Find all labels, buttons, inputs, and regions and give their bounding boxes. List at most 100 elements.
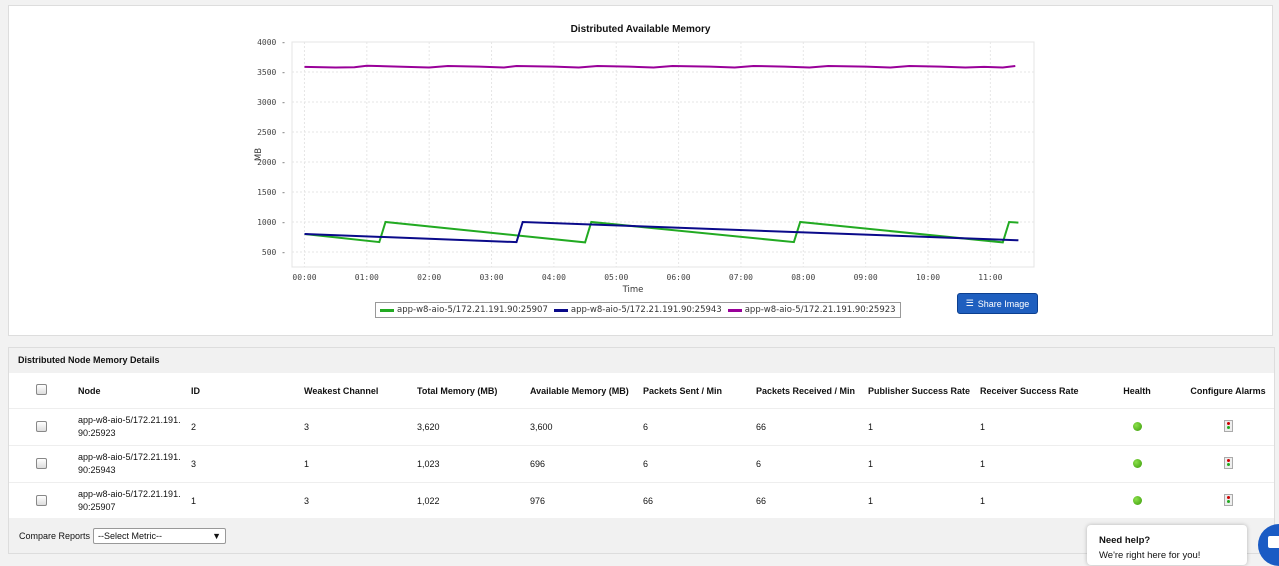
legend-label: app-w8-aio-5/172.21.191.90:25923 <box>744 305 896 315</box>
legend-label: app-w8-aio-5/172.21.191.90:25943 <box>570 305 722 315</box>
table-header-row: Node ID Weakest Channel Total Memory (MB… <box>9 373 1274 409</box>
y-tick-label: 2000 - <box>257 158 286 167</box>
y-tick-label: 500 - <box>262 248 286 257</box>
share-image-label: Share Image <box>977 298 1030 309</box>
y-tick-label: 1500 - <box>257 188 286 197</box>
legend-swatch <box>727 308 742 312</box>
x-tick-label: 10:00 <box>916 273 940 282</box>
row-checkbox[interactable] <box>36 457 47 469</box>
cell-recv: 1 <box>980 445 1092 483</box>
node-memory-panel: Distributed Node Memory Details Node ID … <box>8 347 1275 554</box>
cell-total: 1,023 <box>417 445 530 483</box>
configure-alarm-icon[interactable] <box>1223 494 1233 506</box>
chart-title: Distributed Available Memory <box>570 24 711 35</box>
column-header[interactable]: Available Memory (MB) <box>530 373 643 409</box>
cell-available: 976 <box>530 482 643 520</box>
cell-received: 66 <box>756 482 868 520</box>
health-status-icon <box>1132 421 1142 431</box>
table-row: app-w8-aio-5/172.21.191.90:25923 2 3 3,620 3… <box>9 408 1274 446</box>
series-line <box>304 64 1016 69</box>
metric-select[interactable]: --Select Metric-- ▼ <box>93 527 227 544</box>
configure-alarm-icon[interactable] <box>1223 457 1233 469</box>
cell-sent: 6 <box>643 445 756 483</box>
chart-legend: app-w8-aio-5/172.21.191.90:25907 app-w8-… <box>375 302 901 318</box>
cell-sent: 66 <box>643 482 756 520</box>
cell-pub: 1 <box>868 445 980 483</box>
x-tick-label: 05:00 <box>604 273 628 282</box>
y-tick-label: 2500 - <box>257 128 286 137</box>
cell-id: 1 <box>191 482 304 520</box>
cell-available: 696 <box>530 445 643 483</box>
cell-node: app-w8-aio-5/172.21.191.90:25923 <box>78 408 191 446</box>
series-line <box>304 220 1019 244</box>
x-tick-label: 06:00 <box>667 273 691 282</box>
cell-node: app-w8-aio-5/172.21.191.90:25907 <box>78 482 191 520</box>
table-row: app-w8-aio-5/172.21.191.90:25943 3 1 1,023 6… <box>9 445 1274 483</box>
cell-pub: 1 <box>868 408 980 446</box>
cell-recv: 1 <box>980 482 1092 520</box>
cell-sent: 6 <box>643 408 756 446</box>
cell-available: 3,600 <box>530 408 643 446</box>
row-checkbox[interactable] <box>36 494 47 506</box>
cell-id: 2 <box>191 408 304 446</box>
column-header[interactable]: Publisher Success Rate <box>868 373 980 409</box>
column-header[interactable]: Packets Sent / Min <box>643 373 756 409</box>
legend-item[interactable]: app-w8-aio-5/172.21.191.90:25943 <box>553 305 722 315</box>
series-line <box>304 220 1019 244</box>
help-title: Need help? <box>1099 535 1151 546</box>
cell-weakest: 1 <box>304 445 417 483</box>
cell-weakest: 3 <box>304 408 417 446</box>
cell-pub: 1 <box>868 482 980 520</box>
column-header[interactable]: Total Memory (MB) <box>417 373 530 409</box>
cell-recv: 1 <box>980 408 1092 446</box>
legend-item[interactable]: app-w8-aio-5/172.21.191.90:25923 <box>727 305 896 315</box>
column-header[interactable]: Packets Received / Min <box>756 373 868 409</box>
legend-swatch <box>380 308 394 312</box>
table-row: app-w8-aio-5/172.21.191.90:25907 1 3 1,022 9… <box>9 482 1274 520</box>
x-axis-label: Time <box>622 285 644 295</box>
select-all-checkbox[interactable] <box>36 384 47 395</box>
plot-area <box>291 41 1035 268</box>
x-tick-label: 11:00 <box>978 273 1002 282</box>
chart-panel: 500 - 1000 - 1500 - 2000 - 2500 - 3000 - 3500 … <box>8 5 1273 336</box>
x-tick-label: 00:00 <box>292 273 316 282</box>
legend-item[interactable]: app-w8-aio-5/172.21.191.90:25907 <box>380 305 548 315</box>
column-header: Configure Alarms <box>1182 373 1274 409</box>
x-tick-label: 09:00 <box>854 273 878 282</box>
dropdown-arrow-icon: ▼ <box>212 530 222 541</box>
row-checkbox[interactable] <box>36 420 47 432</box>
share-image-button[interactable]: ☰ Share Image <box>957 293 1038 314</box>
configure-alarm-icon[interactable] <box>1223 420 1233 432</box>
cell-received: 66 <box>756 408 868 446</box>
x-tick-label: 03:00 <box>479 273 503 282</box>
column-header[interactable]: Weakest Channel <box>304 373 417 409</box>
memory-chart: 500 - 1000 - 1500 - 2000 - 2500 - 3000 - 3500 … <box>254 38 1035 295</box>
x-tick-label: 07:00 <box>729 273 753 282</box>
cell-id: 3 <box>191 445 304 483</box>
column-header[interactable]: ID <box>191 373 304 409</box>
health-status-icon <box>1132 458 1142 468</box>
cell-total: 1,022 <box>417 482 530 520</box>
column-header[interactable]: Health <box>1092 373 1182 409</box>
y-tick-label: 1000 - <box>257 218 286 227</box>
cell-total: 3,620 <box>417 408 530 446</box>
metric-select-value: --Select Metric-- <box>98 530 163 541</box>
cell-node: app-w8-aio-5/172.21.191.90:25943 <box>78 445 191 483</box>
y-tick-label: 3000 - <box>257 98 286 107</box>
cell-weakest: 3 <box>304 482 417 520</box>
y-tick-label: 4000 - <box>257 38 286 47</box>
column-header[interactable]: Receiver Success Rate <box>980 373 1092 409</box>
health-status-icon <box>1132 495 1142 505</box>
stack-icon: ☰ <box>965 298 974 308</box>
x-tick-label: 04:00 <box>542 273 566 282</box>
chat-icon[interactable] <box>1258 524 1279 566</box>
legend-label: app-w8-aio-5/172.21.191.90:25907 <box>397 305 548 315</box>
column-header[interactable]: Node <box>78 373 191 409</box>
help-subtitle: We're right here for you! <box>1099 550 1201 561</box>
table-footer: Compare Reports --Select Metric-- ▼ <box>9 518 1274 553</box>
table-title: Distributed Node Memory Details <box>9 348 1274 373</box>
legend-swatch <box>553 308 568 312</box>
help-popup[interactable]: Need help? We're right here for you! <box>1087 525 1247 565</box>
x-tick-label: 01:00 <box>355 273 379 282</box>
x-tick-label: 08:00 <box>791 273 815 282</box>
